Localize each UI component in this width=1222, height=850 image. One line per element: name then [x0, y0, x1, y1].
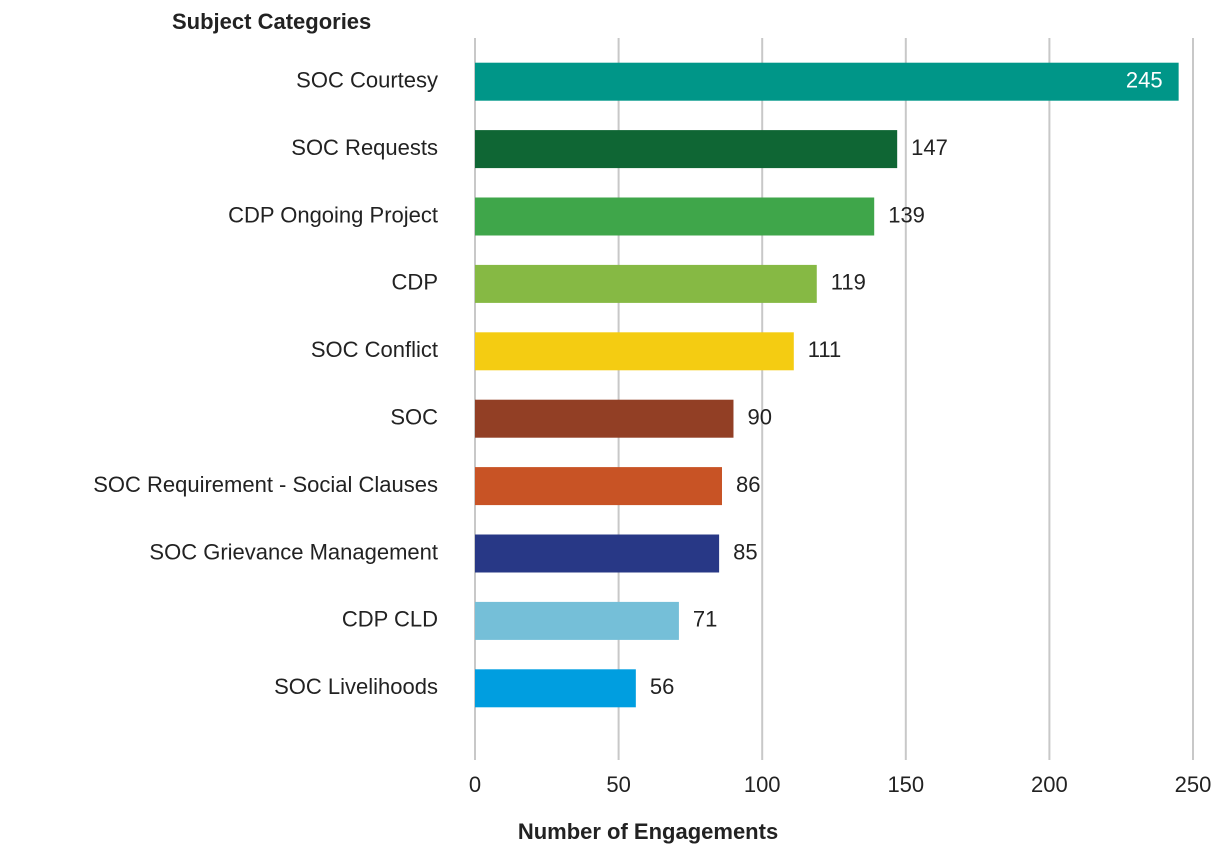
- x-tick-label: 50: [606, 772, 630, 797]
- data-label: 119: [831, 270, 866, 295]
- y-tick-label: SOC Livelihoods: [274, 674, 438, 699]
- bar: [475, 601, 679, 640]
- bar: [475, 332, 794, 371]
- y-tick-label: SOC Grievance Management: [149, 539, 438, 564]
- bar: [475, 62, 1179, 101]
- data-label: 147: [911, 135, 948, 160]
- bar: [475, 197, 875, 236]
- x-tick-label: 0: [469, 772, 481, 797]
- x-axis-title: Number of Engagements: [518, 819, 778, 844]
- bar: [475, 467, 722, 506]
- bar: [475, 669, 636, 708]
- y-tick-label: SOC Requests: [291, 135, 438, 160]
- y-tick-label: CDP CLD: [342, 607, 438, 632]
- data-label: 86: [736, 472, 760, 497]
- data-label: 245: [1126, 68, 1163, 93]
- bar: [475, 399, 734, 438]
- data-label: 139: [888, 202, 925, 227]
- y-tick-label: CDP Ongoing Project: [228, 202, 438, 227]
- x-tick-label: 150: [887, 772, 924, 797]
- y-axis-title: Subject Categories: [172, 9, 371, 34]
- x-tick-label: 250: [1175, 772, 1212, 797]
- x-tick-label: 200: [1031, 772, 1068, 797]
- y-tick-label: SOC Requirement - Social Clauses: [93, 472, 438, 497]
- data-label: 111: [808, 337, 841, 362]
- data-label: 90: [747, 405, 771, 430]
- x-tick-label: 100: [744, 772, 781, 797]
- y-tick-label: SOC: [390, 405, 438, 430]
- y-tick-label: CDP: [392, 270, 438, 295]
- data-label: 85: [733, 539, 757, 564]
- y-tick-label: SOC Conflict: [311, 337, 438, 362]
- y-tick-label: SOC Courtesy: [296, 68, 438, 93]
- bar: [475, 534, 720, 573]
- bar: [475, 264, 817, 303]
- data-label: 71: [693, 607, 717, 632]
- bar: [475, 130, 898, 169]
- data-label: 56: [650, 674, 674, 699]
